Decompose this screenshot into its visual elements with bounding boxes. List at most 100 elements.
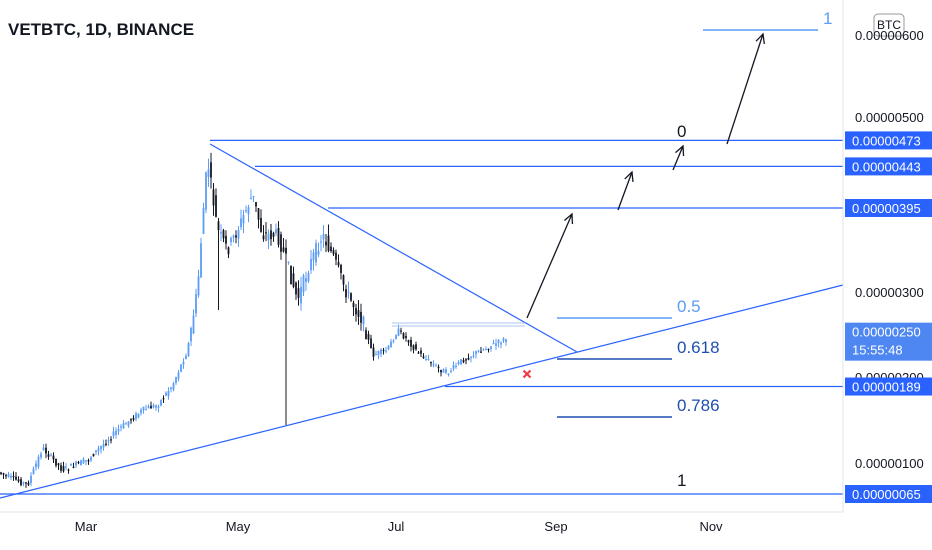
- candle-body: [352, 302, 355, 308]
- candle-body: [147, 406, 150, 409]
- candle-body: [332, 250, 335, 255]
- candle-body: [355, 307, 357, 315]
- candle-body: [25, 482, 27, 484]
- candle-body: [207, 169, 210, 178]
- candle-body: [97, 448, 100, 452]
- price-tag-label: 0.00000473: [852, 133, 921, 148]
- price-tag: [845, 485, 932, 503]
- projection-arrow: [726, 33, 764, 145]
- candle-body: [40, 453, 42, 458]
- candle-body: [175, 377, 177, 384]
- candle-body: [227, 247, 230, 255]
- candle-body: [370, 338, 372, 349]
- candle-body: [225, 235, 227, 244]
- candle-body: [65, 466, 67, 468]
- descending-trendline: [209, 143, 578, 353]
- candle-body: [367, 333, 370, 340]
- candle-body: [362, 316, 365, 325]
- candle-body: [417, 352, 420, 354]
- candle-body: [137, 413, 140, 418]
- candle-body: [42, 447, 45, 451]
- candle-body: [60, 465, 62, 471]
- fib-level-label: 0.5: [677, 297, 701, 316]
- candle-body: [430, 362, 432, 364]
- candle-body: [267, 233, 270, 241]
- price-tag: [845, 199, 932, 217]
- candle-body: [422, 356, 425, 359]
- candle-body: [425, 358, 427, 361]
- candle-body: [70, 463, 72, 466]
- candle-body: [240, 218, 242, 228]
- candle-body: [395, 335, 397, 339]
- candle-body: [92, 453, 95, 457]
- candle-body: [52, 455, 55, 460]
- candle-body: [72, 466, 75, 469]
- candle-body: [190, 328, 192, 342]
- candle-body: [215, 195, 217, 217]
- candle-body: [317, 251, 320, 255]
- y-tick-label: 0.00000500: [855, 110, 924, 125]
- candle-body: [142, 406, 145, 411]
- candle-body: [500, 342, 502, 345]
- candle-body: [405, 336, 407, 338]
- candle-body: [480, 351, 482, 353]
- candle-body: [5, 475, 7, 477]
- candle-body: [327, 235, 330, 252]
- candle-body: [222, 230, 225, 239]
- candle-body: [185, 355, 187, 360]
- candle-body: [82, 459, 85, 464]
- candle-body: [80, 460, 82, 466]
- candle-body: [350, 293, 352, 301]
- candle-body: [155, 405, 157, 408]
- candle-body: [180, 364, 182, 372]
- drawings: [0, 32, 844, 499]
- y-tick-label: 0.00000100: [855, 456, 924, 471]
- candle-body: [442, 369, 445, 373]
- candle-body: [335, 252, 337, 260]
- fib-level-label: 0: [677, 122, 686, 141]
- candle-body: [212, 189, 215, 206]
- price-tag: [845, 322, 932, 361]
- candle-body: [220, 232, 222, 234]
- candle-body: [502, 338, 505, 341]
- candle-body: [280, 234, 282, 252]
- candle-body: [340, 264, 342, 273]
- candle-body: [372, 347, 375, 357]
- candle-body: [312, 252, 315, 261]
- currency-badge[interactable]: BTC: [873, 13, 905, 37]
- x-tick-label: Nov: [699, 519, 723, 534]
- candle-body: [272, 232, 275, 237]
- candle-body: [157, 406, 160, 408]
- candle-body: [320, 241, 322, 243]
- x-tick-label: Mar: [75, 519, 98, 534]
- candle-body: [202, 207, 205, 235]
- candle-body: [365, 330, 367, 340]
- candle-body: [177, 372, 180, 379]
- candle-body: [125, 423, 127, 425]
- candle-body: [485, 348, 487, 351]
- projection-arrow: [672, 145, 684, 171]
- candle-body: [62, 466, 65, 472]
- candle-body: [0, 472, 2, 474]
- price-tag-label: 0.00000395: [852, 201, 921, 216]
- candle-body: [287, 261, 290, 263]
- candle-body: [465, 359, 467, 361]
- candle-body: [7, 474, 10, 477]
- candle-body: [192, 315, 195, 334]
- candle-body: [22, 482, 25, 484]
- candle-body: [247, 207, 250, 215]
- time-axis[interactable]: Mar May Jul Sep Nov: [0, 511, 843, 534]
- candle-body: [167, 391, 170, 397]
- candle-body: [257, 208, 260, 220]
- candle-body: [165, 392, 167, 396]
- candle-body: [490, 346, 492, 349]
- candle-body: [450, 370, 452, 372]
- candle-body: [145, 409, 147, 411]
- candle-body: [170, 387, 172, 389]
- candle-body: [475, 351, 477, 355]
- candle-body: [295, 282, 297, 295]
- candle-body: [385, 350, 387, 352]
- candle-body: [290, 265, 292, 285]
- candle-body: [37, 456, 40, 467]
